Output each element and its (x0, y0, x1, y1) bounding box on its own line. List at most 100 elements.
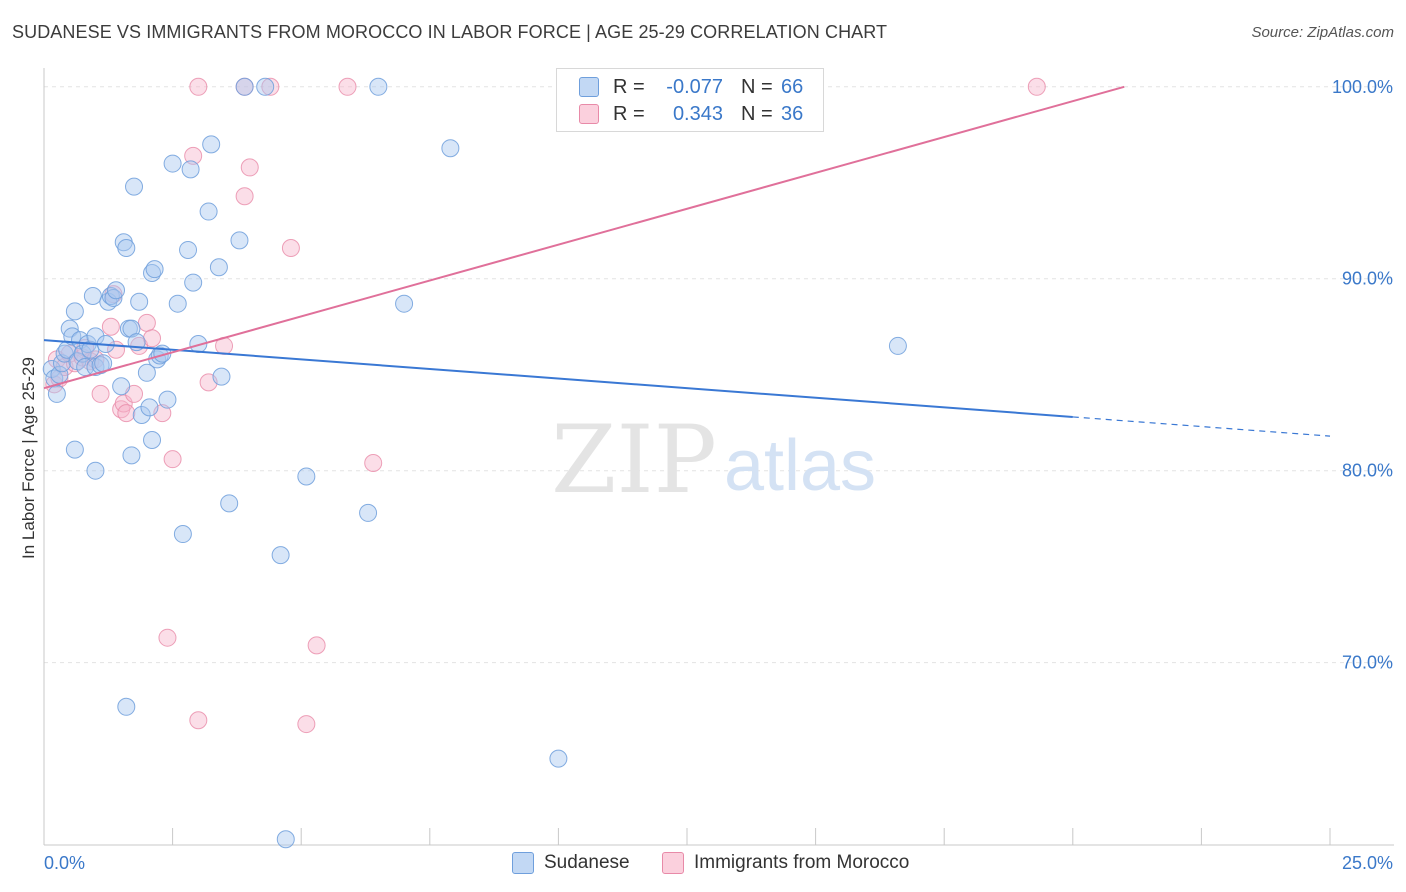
sudanese-point (179, 240, 198, 259)
y-axis-label: In Labor Force | Age 25-29 (19, 357, 38, 559)
chart-title: SUDANESE VS IMMIGRANTS FROM MOROCCO IN L… (12, 22, 888, 42)
sudanese-point (122, 446, 141, 465)
sudanese-point (202, 135, 221, 154)
sudanese-point (65, 302, 84, 321)
sudanese-point (132, 406, 151, 425)
sudanese-point (101, 287, 120, 306)
sudanese-point (117, 239, 136, 258)
sudanese-point (122, 319, 141, 338)
morocco-point (240, 158, 259, 177)
legend-label-morocco: Immigrants from Morocco (694, 852, 910, 873)
sudanese-point (395, 294, 414, 313)
stats-legend: R = -0.077 N = 66 R = 0.343 N = 36 (556, 68, 824, 132)
sudanese-point (117, 697, 136, 716)
sudanese-point (91, 356, 110, 375)
r-label: R = (613, 102, 645, 125)
sudanese-point (441, 139, 460, 158)
sudanese-point (140, 398, 159, 417)
morocco-point (297, 715, 316, 734)
sudanese-point (220, 494, 239, 513)
r-value: 0.343 (672, 102, 723, 125)
sudanese-point (112, 377, 131, 396)
sudanese-point (256, 77, 275, 96)
sudanese-point (888, 336, 907, 355)
x-tick-label: 25.0% (1342, 853, 1393, 873)
morocco-point (91, 384, 110, 403)
sudanese-point (297, 467, 316, 486)
zipatlas-watermark: ZIP atlas (551, 406, 876, 515)
morocco-point (281, 239, 300, 258)
sudanese-point (168, 294, 187, 313)
sudanese-point (107, 281, 126, 300)
morocco-point (261, 77, 280, 96)
sudanese-point (86, 461, 105, 480)
morocco-point (338, 77, 357, 96)
legend-label-sudanese: Sudanese (544, 852, 630, 873)
sudanese-point (184, 273, 203, 292)
sudanese-point (163, 154, 182, 173)
morocco-point (189, 77, 208, 96)
sudanese-point (212, 367, 231, 386)
n-label: N = (741, 102, 773, 125)
sudanese-point (199, 202, 218, 221)
sudanese-point (125, 177, 144, 196)
morocco-point (163, 450, 182, 469)
morocco-point (307, 636, 326, 655)
morocco-legend-swatch (662, 852, 684, 874)
tick-labels: 70.0% 80.0% 90.0% 100.0% 0.0% 25.0% (44, 77, 1393, 873)
y-tick-label: 90.0% (1342, 269, 1393, 289)
sudanese-point (83, 287, 102, 306)
sudanese-point (209, 258, 228, 277)
sudanese-point (145, 260, 164, 279)
morocco-swatch (579, 104, 599, 124)
sudanese-swatch (579, 77, 599, 97)
sudanese-point (369, 77, 388, 96)
n-value: 36 (781, 102, 804, 125)
sudanese-point (130, 292, 149, 311)
sudanese-point (549, 749, 568, 768)
sudanese-trend-line (43, 339, 1073, 418)
sudanese-point (81, 340, 100, 359)
morocco-point (364, 454, 383, 473)
series-legend: Sudanese Immigrants from Morocco (0, 852, 1406, 878)
morocco-point (101, 317, 120, 336)
sudanese-points (42, 77, 907, 849)
y-tick-label: 80.0% (1342, 461, 1393, 481)
morocco-point (235, 187, 254, 206)
morocco-point (189, 711, 208, 730)
morocco-point (1027, 77, 1046, 96)
morocco-trend-line (43, 85, 1125, 390)
sudanese-point (359, 503, 378, 522)
sudanese-legend-swatch (512, 852, 534, 874)
sudanese-point (271, 546, 290, 565)
r-label: R = (613, 75, 645, 98)
sudanese-trend-extension (1072, 416, 1331, 437)
legend-item-sudanese[interactable]: Sudanese (512, 852, 630, 874)
morocco-point (184, 146, 203, 165)
y-tick-label: 100.0% (1332, 77, 1393, 97)
sudanese-point (181, 160, 200, 179)
sudanese-point (76, 358, 95, 377)
stats-row-morocco: R = 0.343 N = 36 (579, 101, 803, 127)
sudanese-point (47, 384, 66, 403)
sudanese-point (65, 440, 84, 459)
sudanese-point (276, 830, 295, 849)
sudanese-point (158, 390, 177, 409)
legend-item-morocco[interactable]: Immigrants from Morocco (662, 852, 909, 874)
axes (43, 68, 1394, 846)
sudanese-point (137, 363, 156, 382)
r-value: -0.077 (666, 75, 723, 98)
watermark-atlas: atlas (724, 426, 876, 506)
sudanese-point (230, 231, 249, 250)
trend-lines (43, 85, 1331, 437)
morocco-point (117, 404, 136, 423)
morocco-point (137, 313, 156, 332)
y-tick-label: 70.0% (1342, 653, 1393, 673)
n-label: N = (741, 75, 773, 98)
watermark-zip: ZIP (551, 406, 717, 515)
n-value: 66 (781, 75, 804, 98)
morocco-point (143, 329, 162, 348)
x-tick-label: 0.0% (44, 853, 85, 873)
stats-row-sudanese: R = -0.077 N = 66 (579, 74, 803, 100)
